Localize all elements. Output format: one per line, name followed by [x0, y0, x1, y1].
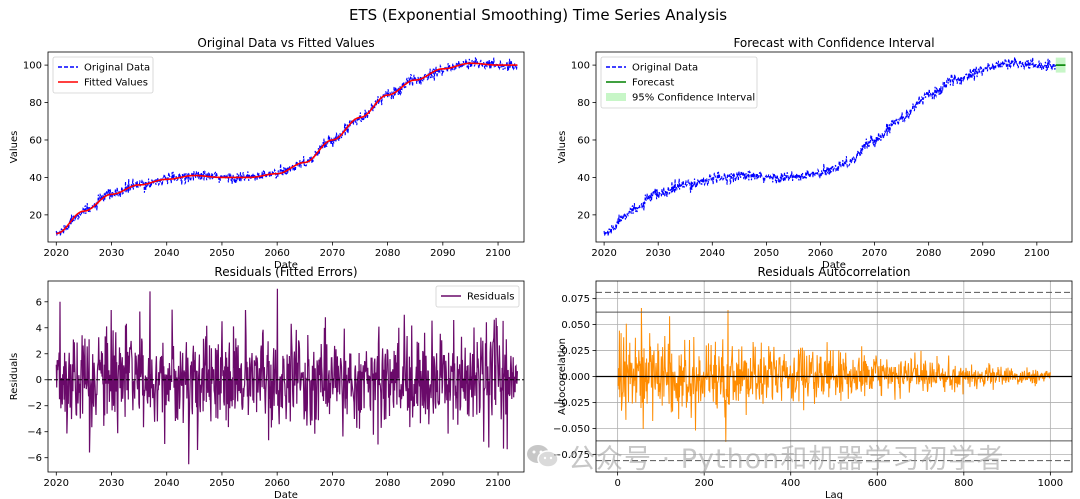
- x-tick-label: 2050: [209, 478, 234, 489]
- y-tick-label: 40: [29, 173, 42, 184]
- x-tick-label: 2060: [264, 248, 289, 259]
- y-tick-label: 0: [36, 375, 42, 386]
- x-tick-label: 2080: [916, 248, 941, 259]
- x-tick-label: 2080: [375, 248, 400, 259]
- legend-label: Original Data: [84, 63, 150, 74]
- x-tick-label: 400: [781, 478, 800, 489]
- legend-label: 95% Confidence Interval: [632, 93, 755, 104]
- chart-title: Residuals Autocorrelation: [758, 265, 911, 279]
- legend-swatch: [606, 93, 626, 101]
- x-tick-label: 2100: [485, 478, 510, 489]
- axes-frame: [595, 280, 1073, 473]
- series-original-data: [603, 57, 1057, 237]
- x-tick-label: 2020: [44, 478, 69, 489]
- legend-label: Residuals: [467, 292, 514, 303]
- series-residuals: [55, 288, 518, 465]
- x-tick-label: 2090: [430, 248, 455, 259]
- x-tick-label: 2050: [754, 248, 779, 259]
- panel-residuals: 2020 2030 2040 2050 2060 2070 2080 2090 2100 −6 −4…: [9, 265, 525, 499]
- y-tick-label: 100: [23, 61, 42, 72]
- x-tick-label: 800: [954, 478, 973, 489]
- series-fitted-values: [56, 62, 518, 235]
- panel-original-vs-fitted: 2020 2030 2040 2050 2060 2070 2080 2090 21002040…: [9, 36, 525, 271]
- y-tick-label: 20: [29, 210, 42, 221]
- chart-title: Forecast with Confidence Interval: [733, 36, 934, 50]
- x-tick-label: 2030: [99, 248, 124, 259]
- x-tick-label: 2090: [970, 248, 995, 259]
- axes-frame: [47, 51, 525, 243]
- panel-autocorrelation: 0 200 400 600 800 1000 −0.075 −0.050 −0.025 0.000…: [553, 265, 1073, 499]
- axes-frame: [595, 51, 1073, 243]
- y-tick-label: 80: [577, 98, 590, 109]
- y-axis-label: Residuals: [9, 353, 20, 400]
- y-axis-label: Autocorrelation: [557, 338, 568, 415]
- y-tick-label: 6: [36, 297, 42, 308]
- y-tick-label: 0.050: [561, 320, 590, 331]
- x-tick-label: 200: [695, 478, 714, 489]
- x-tick-label: 2040: [700, 248, 725, 259]
- x-tick-label: 2050: [209, 248, 234, 259]
- chart-title: Residuals (Fitted Errors): [214, 265, 357, 279]
- y-tick-label: 4: [36, 323, 42, 334]
- y-tick-label: −0.075: [553, 450, 590, 461]
- y-axis-label: Values: [557, 131, 568, 164]
- y-tick-label: 100: [571, 61, 590, 72]
- x-tick-label: 2090: [430, 478, 455, 489]
- chart-title: Original Data vs Fitted Values: [197, 36, 374, 50]
- x-tick-label: 2040: [154, 478, 179, 489]
- x-tick-label: 2100: [485, 248, 510, 259]
- x-tick-label: 2030: [645, 248, 670, 259]
- x-tick-label: 2030: [99, 478, 124, 489]
- y-tick-label: −4: [27, 427, 42, 438]
- x-tick-label: 2080: [375, 478, 400, 489]
- y-tick-label: −0.025: [553, 398, 590, 409]
- x-tick-label: 2060: [264, 478, 289, 489]
- panel-forecast: 2020 2030 2040 2050 2060 2070 2080 2090 21002040…: [557, 36, 1073, 271]
- y-tick-label: 20: [577, 210, 590, 221]
- x-tick-label: 2020: [591, 248, 616, 259]
- x-tick-label: 2100: [1024, 248, 1049, 259]
- x-tick-label: 0: [614, 478, 620, 489]
- x-tick-label: 2070: [320, 478, 345, 489]
- y-tick-label: −2: [27, 401, 42, 412]
- x-tick-label: 600: [868, 478, 887, 489]
- y-tick-label: 60: [29, 135, 42, 146]
- legend-box: [435, 285, 520, 308]
- series-autocorrelation: [617, 307, 1051, 442]
- x-tick-label: 2060: [808, 248, 833, 259]
- y-tick-label: 0.075: [561, 294, 590, 305]
- legend-box: [600, 56, 758, 109]
- legend-label: Fitted Values: [84, 78, 148, 89]
- x-axis-label: Date: [822, 260, 846, 271]
- y-tick-label: −0.050: [553, 424, 590, 435]
- axes-frame: [47, 280, 525, 473]
- y-tick-label: 40: [577, 173, 590, 184]
- legend-label: Forecast: [632, 78, 674, 89]
- y-tick-label: 60: [577, 135, 590, 146]
- y-tick-label: 80: [29, 98, 42, 109]
- x-tick-label: 2040: [154, 248, 179, 259]
- y-tick-label: 0.000: [561, 372, 590, 383]
- y-tick-label: −6: [27, 453, 42, 464]
- x-tick-label: 2020: [44, 248, 69, 259]
- y-tick-label: 2: [36, 349, 42, 360]
- y-tick-label: 0.025: [561, 346, 590, 357]
- x-axis-label: Date: [274, 260, 298, 271]
- legend-label: Original Data: [632, 63, 698, 74]
- x-axis-label: Lag: [825, 490, 843, 499]
- legend-box: [52, 56, 154, 94]
- x-tick-label: 2070: [320, 248, 345, 259]
- y-axis-label: Values: [9, 131, 20, 164]
- figure-title: ETS (Exponential Smoothing) Time Series …: [349, 6, 727, 24]
- x-axis-label: Date: [274, 490, 298, 499]
- x-tick-label: 1000: [1038, 478, 1063, 489]
- x-tick-label: 2070: [862, 248, 887, 259]
